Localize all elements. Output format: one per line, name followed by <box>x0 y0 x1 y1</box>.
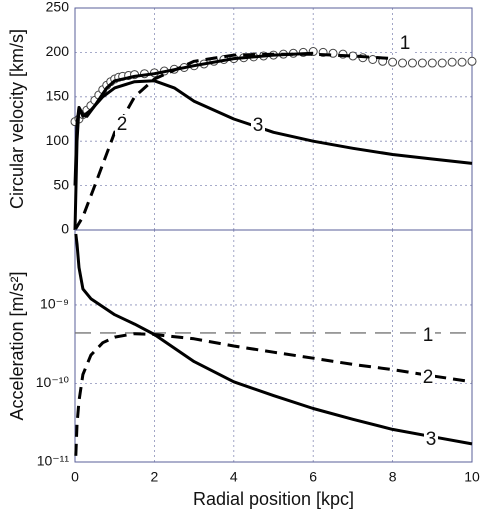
x-tick-label: 2 <box>151 469 159 485</box>
annotation-bg <box>115 115 129 135</box>
y-tick-label: 10⁻⁹ <box>40 296 69 312</box>
annotation-bg <box>424 430 438 450</box>
data-point <box>388 57 398 67</box>
data-point <box>398 58 408 68</box>
y-tick-label: 10⁻¹¹ <box>37 453 70 469</box>
x-tick-label: 8 <box>389 469 397 485</box>
y-axis-label: Acceleration [m/s²] <box>7 271 27 420</box>
data-point <box>407 58 417 68</box>
y-axis-label: Circular velocity [km/s] <box>7 29 27 209</box>
y-tick-label: 100 <box>46 132 70 148</box>
series-line <box>73 52 393 231</box>
data-point <box>447 57 457 67</box>
annotation-bg <box>398 34 412 54</box>
data-point <box>457 57 467 67</box>
series-annotation: 3 <box>253 115 264 136</box>
x-tick-label: 10 <box>464 469 480 485</box>
series-annotation: 1 <box>400 33 411 54</box>
series-annotation: 1 <box>423 325 434 346</box>
y-tick-label: 150 <box>46 88 70 104</box>
data-point <box>467 56 477 66</box>
y-tick-label: 10⁻¹⁰ <box>36 374 70 390</box>
annotation-bg <box>251 116 265 136</box>
series-annotation: 2 <box>117 114 128 135</box>
annotation-bg <box>421 368 435 388</box>
y-tick-label: 250 <box>46 0 70 15</box>
series-annotation: 3 <box>426 429 437 450</box>
x-tick-label: 6 <box>309 469 317 485</box>
data-point <box>437 58 447 68</box>
y-tick-label: 50 <box>53 176 69 192</box>
annotation-bg <box>421 326 435 346</box>
plot-frame <box>74 7 473 231</box>
plot-frame <box>74 229 473 463</box>
data-point <box>427 58 437 68</box>
data-point <box>368 55 378 65</box>
series-line <box>73 51 314 186</box>
x-axis-label: Radial position [kpc] <box>193 489 354 509</box>
series-annotation: 2 <box>423 367 434 388</box>
x-tick-label: 4 <box>230 469 238 485</box>
series-line <box>74 233 473 446</box>
series-line <box>73 79 473 231</box>
x-tick-label: 0 <box>71 469 79 485</box>
y-tick-label: 200 <box>46 43 70 59</box>
data-point <box>417 58 427 68</box>
y-tick-label: 0 <box>61 221 69 237</box>
